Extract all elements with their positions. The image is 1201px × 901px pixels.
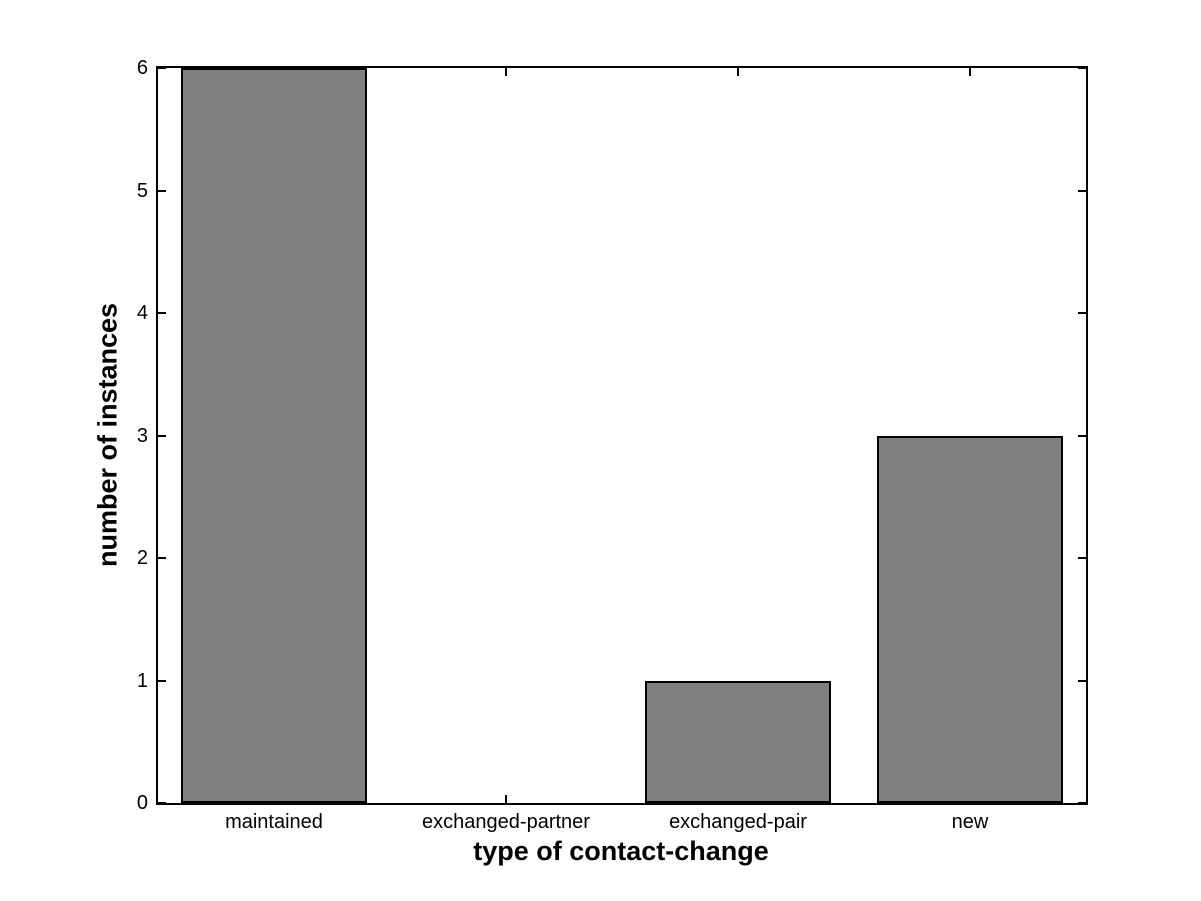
y-axis-tick-right [1078, 189, 1086, 192]
y-axis-tick-right [1078, 679, 1086, 682]
y-axis-tick-label: 0 [136, 792, 148, 814]
y-axis-tick-right [1078, 67, 1086, 69]
bar-exchanged-pair [645, 680, 831, 803]
y-axis-tick-right [1078, 802, 1086, 804]
y-axis-tick-left [158, 67, 166, 69]
y-axis-tick-left [158, 679, 166, 682]
y-axis-tick-label: 1 [136, 669, 148, 692]
y-axis-tick-label: 5 [136, 179, 148, 202]
y-axis-tick-left [158, 434, 166, 437]
x-axis-label: type of contact-change [473, 836, 769, 866]
x-axis-tick-label: maintained [225, 811, 323, 833]
y-axis-tick-label: 3 [136, 424, 148, 447]
y-axis-tick-label: 2 [136, 547, 148, 569]
x-axis-tick-label: new [951, 811, 989, 833]
x-axis-tick-top [737, 68, 739, 76]
x-axis-tick-top [505, 68, 507, 76]
y-axis-tick-right [1078, 312, 1086, 314]
y-axis-tick-left [158, 557, 166, 559]
y-axis-tick-left [158, 189, 166, 192]
y-axis-tick-right [1078, 434, 1086, 437]
plot-area: 0 1 2 3 4 5 6 maintained exchanged-partner exchan… [137, 57, 1088, 833]
y-axis-tick-right [1078, 557, 1086, 559]
y-axis-tick-left [158, 802, 166, 804]
bar-new [877, 435, 1063, 803]
y-axis-tick-label: 6 [136, 57, 148, 79]
y-axis-tick-left [158, 312, 166, 314]
x-axis-tick-top [969, 68, 971, 76]
x-axis-tick-label: exchanged-partner [422, 811, 590, 833]
y-axis-tick-label: 4 [136, 302, 148, 324]
x-axis-tick-label: exchanged-pair [669, 811, 807, 833]
bar-maintained [181, 68, 367, 803]
x-axis-tick-bottom [505, 795, 507, 803]
